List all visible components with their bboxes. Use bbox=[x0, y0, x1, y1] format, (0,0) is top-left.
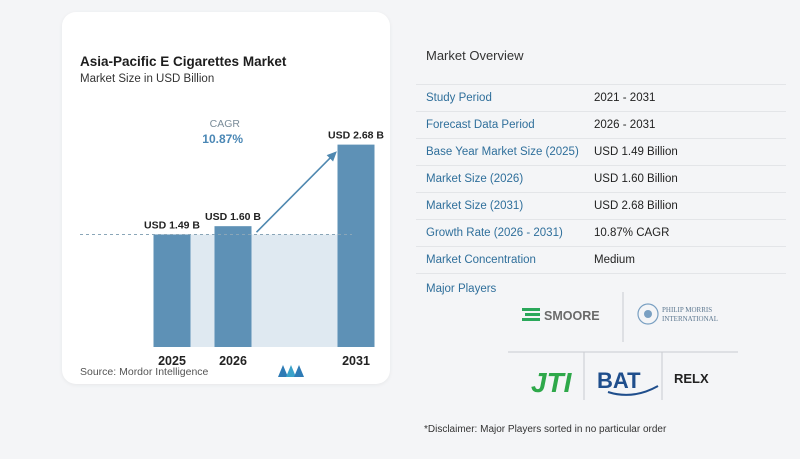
overview-title: Market Overview bbox=[426, 48, 524, 63]
row-value: USD 1.60 Billion bbox=[594, 165, 786, 193]
overview-table: Study Period 2021 - 2031 Forecast Data Pe… bbox=[416, 84, 786, 274]
x-tick-label: 2026 bbox=[219, 354, 247, 368]
row-label: Market Size (2026) bbox=[416, 165, 594, 193]
bar-2031 bbox=[337, 144, 375, 347]
jti-logo-icon: JTI bbox=[531, 367, 573, 398]
bat-logo-text: BAT bbox=[597, 368, 641, 393]
x-tick-label: 2025 bbox=[158, 354, 186, 368]
disclaimer: *Disclaimer: Major Players sorted in no … bbox=[424, 424, 667, 435]
major-players-title: Major Players bbox=[426, 283, 497, 295]
market-overview-panel: Market Overview Study Period 2021 - 2031 … bbox=[416, 0, 800, 459]
row-value: 2021 - 2031 bbox=[594, 84, 786, 112]
relx-logo-text: RELX bbox=[674, 371, 709, 386]
row-value: 10.87% CAGR bbox=[594, 219, 786, 247]
smoore-logo-text: SMOORE bbox=[544, 309, 600, 323]
table-row: Study Period 2021 - 2031 bbox=[416, 84, 786, 112]
chart-card: Asia-Pacific E Cigarettes Market Market … bbox=[62, 12, 390, 384]
bat-logo-icon: BAT bbox=[597, 368, 659, 396]
table-row: Market Concentration Medium bbox=[416, 246, 786, 274]
pmi-logo-text-2: INTERNATIONAL bbox=[662, 315, 718, 323]
chart-title: Asia-Pacific E Cigarettes Market bbox=[80, 54, 287, 69]
cagr-value: 10.87% bbox=[202, 132, 243, 146]
row-label: Base Year Market Size (2025) bbox=[416, 138, 594, 166]
bar-value-label: USD 2.68 B bbox=[328, 130, 384, 142]
mordor-logo-icon bbox=[278, 365, 304, 377]
row-value: Medium bbox=[594, 246, 786, 274]
bar-2026 bbox=[214, 226, 252, 347]
table-row: Base Year Market Size (2025) USD 1.49 Bil… bbox=[416, 138, 786, 166]
row-value: USD 1.49 Billion bbox=[594, 138, 786, 166]
table-row: Forecast Data Period 2026 - 2031 bbox=[416, 111, 786, 139]
bar-value-label: USD 1.49 B bbox=[144, 219, 200, 231]
bar-chart: USD 1.49 B 2025 USD 1.60 B 2026 USD 2.68 B 20… bbox=[80, 118, 384, 368]
table-row: Market Size (2026) USD 1.60 Billion bbox=[416, 165, 786, 193]
row-label: Growth Rate (2026 - 2031) bbox=[416, 219, 594, 247]
row-label: Market Concentration bbox=[416, 246, 594, 274]
cagr-label: CAGR bbox=[210, 118, 241, 130]
relx-logo-icon: RELX bbox=[674, 371, 709, 386]
smoore-logo-icon: SMOORE bbox=[522, 308, 600, 323]
cagr-arrow-head bbox=[326, 151, 337, 162]
row-label: Market Size (2031) bbox=[416, 192, 594, 220]
major-players-logos: SMOORE PHILIP MORRIS INTERNATIONAL JTI B… bbox=[508, 292, 738, 400]
x-tick-label: 2031 bbox=[342, 354, 370, 368]
jti-logo-text: JTI bbox=[531, 367, 573, 398]
philip-morris-logo-icon: PHILIP MORRIS INTERNATIONAL bbox=[637, 303, 718, 325]
bars-layer: USD 1.49 B 2025 USD 1.60 B 2026 USD 2.68 B 20… bbox=[144, 130, 384, 368]
source-text: Source: Mordor Intelligence bbox=[80, 366, 209, 378]
row-label: Study Period bbox=[416, 84, 594, 112]
table-row: Growth Rate (2026 - 2031) 10.87% CAGR bbox=[416, 219, 786, 247]
bar-value-label: USD 1.60 B bbox=[205, 211, 261, 223]
bar-2025 bbox=[153, 234, 191, 347]
growth-area bbox=[153, 234, 375, 347]
row-label: Forecast Data Period bbox=[416, 111, 594, 139]
table-row: Market Size (2031) USD 2.68 Billion bbox=[416, 192, 786, 220]
cagr-arrow bbox=[255, 152, 337, 233]
row-value: 2026 - 2031 bbox=[594, 111, 786, 139]
chart-subtitle: Market Size in USD Billion bbox=[80, 73, 215, 85]
pmi-logo-text-1: PHILIP MORRIS bbox=[662, 306, 712, 314]
row-value: USD 2.68 Billion bbox=[594, 192, 786, 220]
